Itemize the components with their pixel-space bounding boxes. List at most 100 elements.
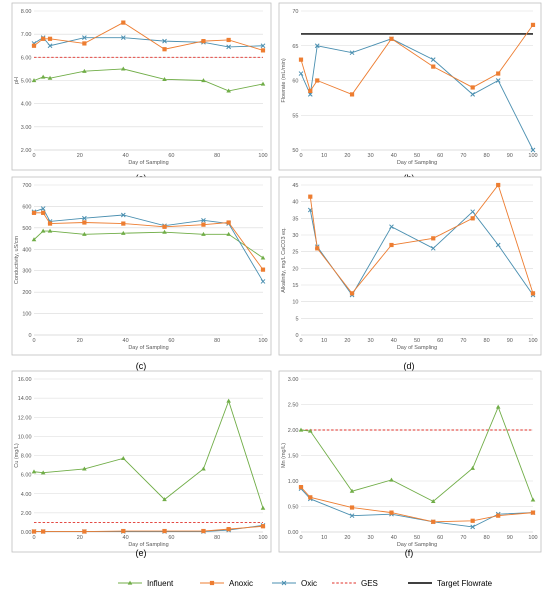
oxic-point xyxy=(120,212,126,218)
anoxic-point xyxy=(260,48,266,53)
oxic-point-stroke-b xyxy=(120,35,126,40)
influent-point xyxy=(162,76,167,81)
x-tick-label: 0 xyxy=(299,153,302,159)
anoxic-point xyxy=(41,210,46,215)
y-tick-label: 8.00 xyxy=(21,454,32,460)
y-axis-label: Alkalinity, mg/L CaCO3 eq. xyxy=(281,227,287,293)
y-tick-label: 0.00 xyxy=(288,530,299,536)
y-tick-label: 0.50 xyxy=(288,505,299,511)
y-tick-label: 1.00 xyxy=(288,479,299,485)
oxic-point-stroke-b xyxy=(260,279,266,284)
y-tick-label: 5.00 xyxy=(21,79,32,85)
chart-panel-a: 2.00 3.00 4.00 5.00 6.00 7.00 8.00 0 20 40 60 80 100… xyxy=(11,2,272,171)
y-tick-label: 2.00 xyxy=(21,148,32,154)
x-tick-label: 0 xyxy=(32,338,35,344)
x-tick-label: 0 xyxy=(32,535,35,541)
influent-point xyxy=(162,229,167,234)
anoxic-series-line xyxy=(300,486,534,523)
anoxic-point xyxy=(226,527,231,532)
x-tick-label: 20 xyxy=(77,338,83,344)
panel-label-c: (c) xyxy=(136,361,147,371)
y-tick-label: 50 xyxy=(292,148,298,154)
x-tick-label: 50 xyxy=(414,153,420,159)
anoxic-series-line xyxy=(34,525,264,532)
y-tick-label: 55 xyxy=(292,113,298,119)
y-tick-label: 4.00 xyxy=(21,492,32,498)
oxic-point xyxy=(470,524,476,530)
y-tick-label: 2.50 xyxy=(288,403,299,409)
influent-point xyxy=(82,68,87,73)
oxic-point xyxy=(389,224,394,230)
anoxic-point xyxy=(162,47,167,52)
x-tick-label: 70 xyxy=(460,338,466,344)
influent-point xyxy=(162,497,167,502)
influent-point xyxy=(349,488,355,493)
anoxic-point xyxy=(470,85,475,90)
influent-point xyxy=(82,231,87,236)
anoxic-point xyxy=(162,224,167,229)
oxic-point xyxy=(314,43,320,49)
x-tick-label: 30 xyxy=(368,153,374,159)
y-tick-label: 10.00 xyxy=(18,434,32,440)
y-tick-label: 0 xyxy=(295,333,298,339)
anoxic-point xyxy=(201,39,206,44)
panel-label-f: (f) xyxy=(405,548,414,558)
chart-panel-c: 0 100 200 300 400 500 600 700 0 20 40 60 80 100 Day of… xyxy=(11,176,272,356)
y-tick-label: 16.00 xyxy=(18,377,32,383)
x-tick-label: 70 xyxy=(460,535,466,541)
x-axis-label: Day of Sampling xyxy=(397,345,437,351)
oxic-point xyxy=(40,206,46,211)
oxic-point xyxy=(260,279,266,284)
x-tick-label: 50 xyxy=(414,535,420,541)
x-tick-label: 90 xyxy=(507,535,513,541)
influent-point xyxy=(201,231,206,236)
y-axis-label: pH xyxy=(14,77,20,84)
y-tick-label: 12.00 xyxy=(18,415,32,421)
y-tick-label: 8.00 xyxy=(21,9,32,15)
y-tick-label: 45 xyxy=(292,183,298,189)
influent-point xyxy=(47,228,53,233)
anoxic-point xyxy=(226,37,231,43)
x-tick-label: 10 xyxy=(321,338,327,344)
x-tick-label: 0 xyxy=(32,153,35,159)
oxic-point xyxy=(349,50,355,56)
x-axis-label: Day of Sampling xyxy=(397,542,437,548)
influent-point xyxy=(40,228,46,233)
y-tick-label: 2.00 xyxy=(288,428,299,434)
oxic-point xyxy=(349,513,355,519)
y-tick-label: 30 xyxy=(292,233,298,239)
legend-item-oxic: Oxic xyxy=(272,579,317,588)
oxic-point xyxy=(260,43,266,49)
x-tick-label: 10 xyxy=(321,535,327,541)
anoxic-point xyxy=(349,505,355,510)
oxic-point-stroke-b xyxy=(470,92,476,97)
y-tick-label: 1.50 xyxy=(288,454,299,460)
anoxic-point xyxy=(82,41,87,46)
oxic-point-stroke-b xyxy=(47,43,53,49)
oxic-point xyxy=(120,35,126,40)
oxic-point-stroke-b xyxy=(201,218,206,223)
anoxic-point xyxy=(121,528,126,534)
anoxic-point xyxy=(431,64,436,69)
x-tick-label: 20 xyxy=(344,338,350,344)
oxic-point-stroke-b xyxy=(260,43,266,49)
x-tick-label: 80 xyxy=(214,338,220,344)
anoxic-point xyxy=(201,528,206,534)
influent-point xyxy=(470,465,475,470)
legend-marker-stroke-b xyxy=(281,580,287,586)
influent-point xyxy=(31,78,37,83)
influent-point xyxy=(530,497,536,502)
influent-point xyxy=(40,470,46,475)
oxic-point-stroke-b xyxy=(40,206,46,211)
x-axis-label: Day of Sampling xyxy=(128,160,168,166)
oxic-point-stroke-b xyxy=(495,78,501,83)
anoxic-point xyxy=(496,182,501,188)
anoxic-point xyxy=(530,510,536,515)
x-tick-label: 100 xyxy=(528,153,537,159)
y-tick-label: 7.00 xyxy=(21,32,32,38)
legend-label: Influent xyxy=(147,579,174,588)
oxic-point xyxy=(430,57,436,63)
anoxic-point xyxy=(315,78,320,83)
anoxic-point xyxy=(162,528,167,534)
legend-item-target: Target Flowrate xyxy=(408,579,493,588)
